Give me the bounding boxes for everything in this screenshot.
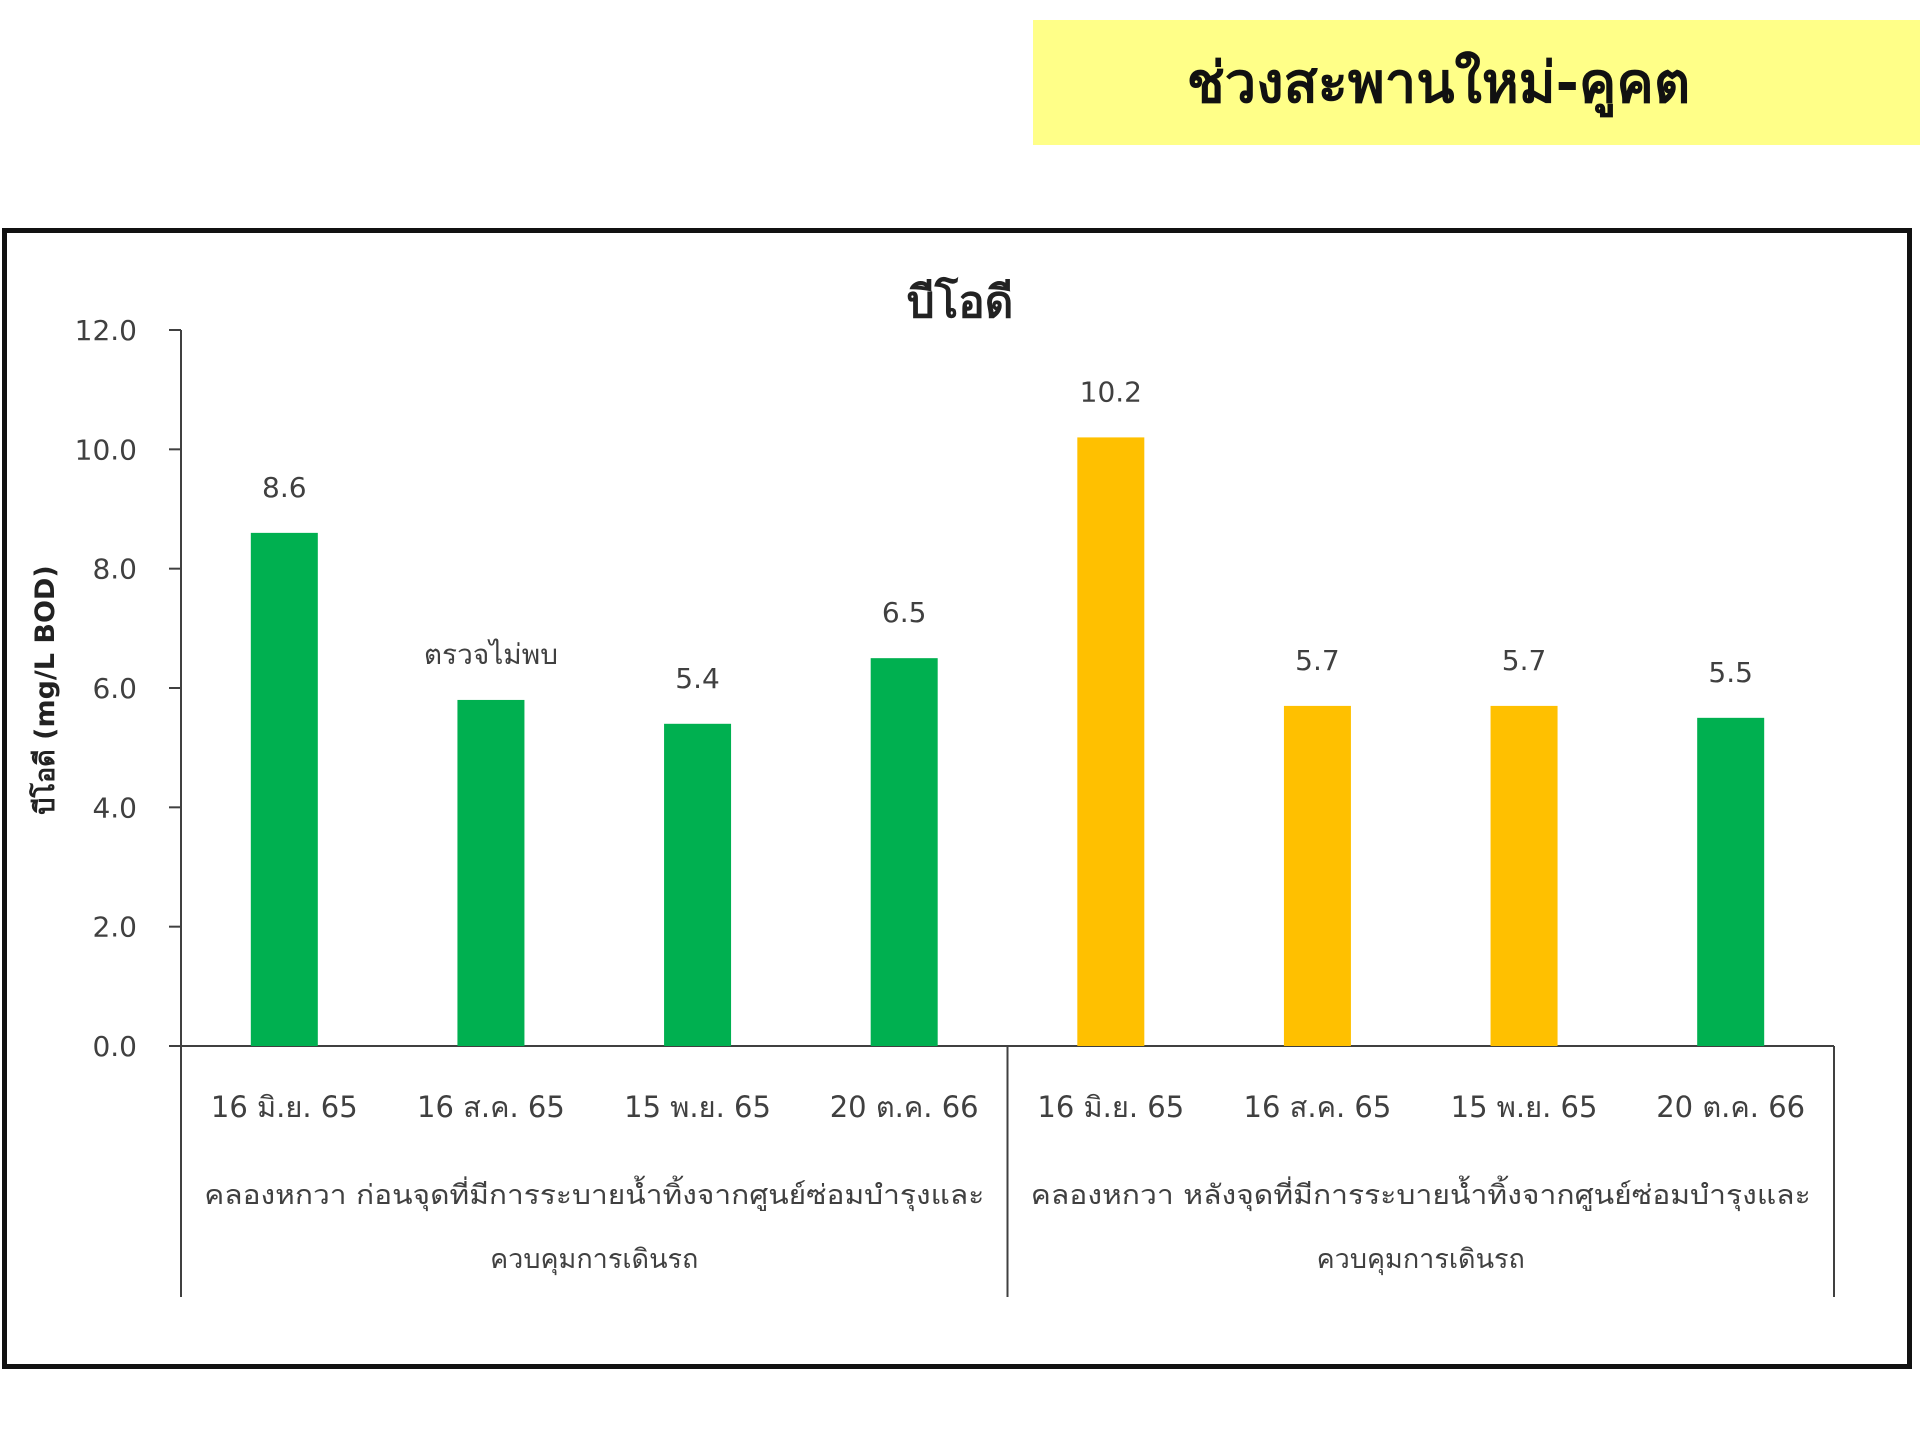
x-category-label: 15 พ.ย. 65: [624, 1090, 771, 1124]
y-tick-label: 12.0: [75, 314, 137, 347]
y-tick-label: 4.0: [92, 791, 137, 824]
bar-value-label: 5.7: [1502, 644, 1547, 677]
x-category-label: 16 มิ.ย. 65: [211, 1090, 358, 1124]
bar: [1490, 705, 1558, 1046]
x-category-label: 16 ส.ค. 65: [1244, 1090, 1392, 1124]
bar: [457, 699, 525, 1046]
y-axis-label: บีโอดี (mg/L BOD): [28, 565, 61, 814]
y-tick-label: 10.0: [75, 433, 137, 466]
bar: [870, 658, 938, 1046]
group-label-line2: ควบคุมการเดินรถ: [1317, 1244, 1525, 1276]
bar-value-label: 5.5: [1708, 656, 1753, 689]
x-category-label: 20 ต.ค. 66: [830, 1090, 979, 1124]
bar-value-label: 5.4: [675, 662, 720, 695]
bar-value-label: 6.5: [882, 596, 927, 629]
x-category-label: 16 มิ.ย. 65: [1037, 1090, 1184, 1124]
bar: [1283, 705, 1351, 1046]
bar-value-label: ตรวจไม่พบ: [424, 638, 558, 671]
group-label-line1: คลองหกวา หลังจุดที่มีการระบายน้ำทิ้งจากศ…: [1031, 1175, 1811, 1212]
bar: [664, 723, 732, 1046]
y-tick-label: 6.0: [92, 672, 137, 705]
y-tick-label: 8.0: [92, 553, 137, 586]
bar: [1697, 717, 1765, 1046]
bar-value-label: 5.7: [1295, 644, 1340, 677]
chart-title: บีโอดี: [907, 275, 1014, 328]
y-tick-label: 0.0: [92, 1030, 137, 1063]
bar: [1077, 437, 1145, 1046]
x-category-label: 16 ส.ค. 65: [417, 1090, 565, 1124]
chart-frame: [2, 228, 1912, 1369]
group-label-line1: คลองหกวา ก่อนจุดที่มีการระบายน้ำทิ้งจากศ…: [204, 1175, 984, 1212]
bar: [250, 532, 318, 1046]
page-title: ช่วงสะพานใหม่-คูคต: [1186, 51, 1691, 116]
y-tick-label: 2.0: [92, 911, 137, 944]
title-banner: ช่วงสะพานใหม่-คูคต: [1033, 20, 1920, 145]
group-label-line2: ควบคุมการเดินรถ: [490, 1244, 698, 1276]
x-category-label: 15 พ.ย. 65: [1451, 1090, 1598, 1124]
bar-value-label: 10.2: [1080, 375, 1142, 408]
x-category-label: 20 ต.ค. 66: [1656, 1090, 1805, 1124]
bar-value-label: 8.6: [262, 471, 307, 504]
